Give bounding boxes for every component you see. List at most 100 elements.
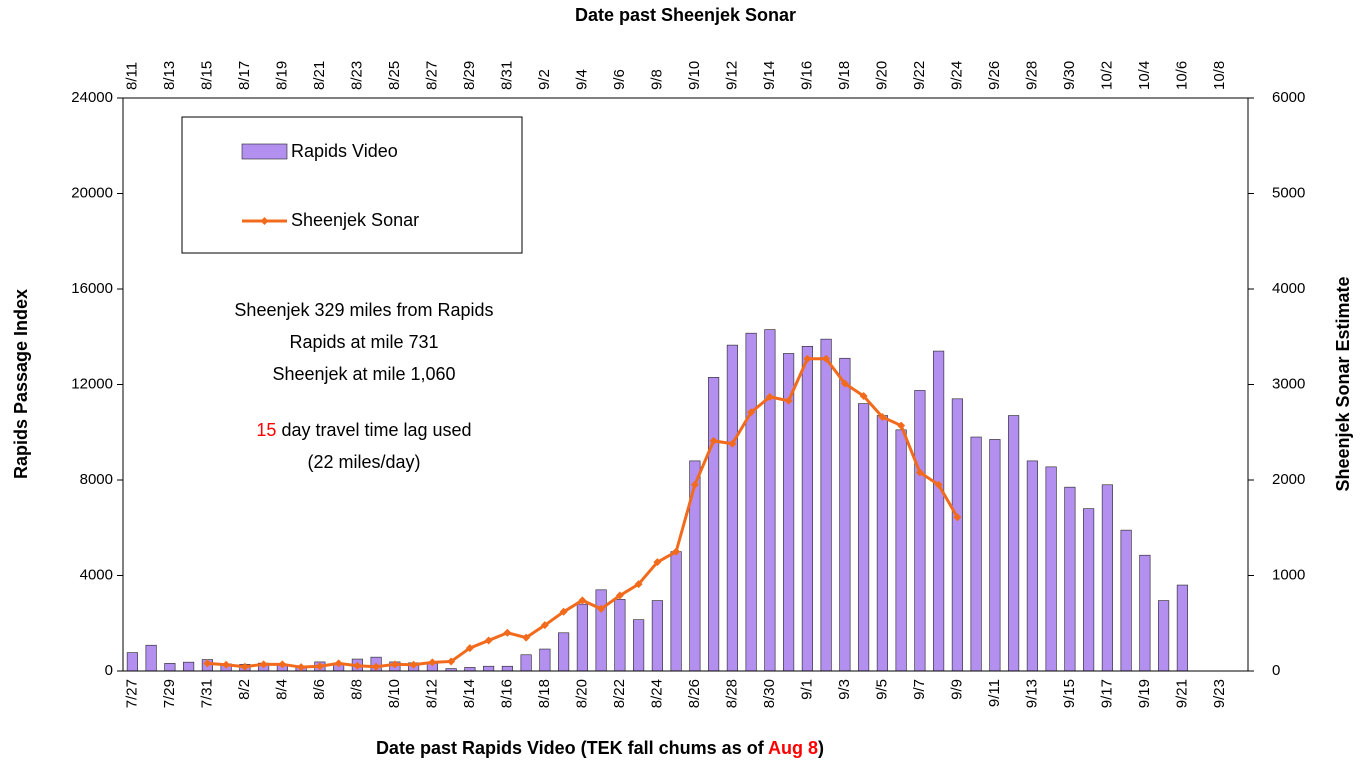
bar xyxy=(801,345,813,672)
bar xyxy=(595,589,607,672)
bar xyxy=(1176,584,1188,672)
x2-tick-label: 9/12 xyxy=(723,61,740,90)
x-axis-title-part: ) xyxy=(818,738,824,758)
line-point xyxy=(953,513,962,522)
legend-swatch xyxy=(241,143,288,160)
x-tick-label: 8/10 xyxy=(386,679,403,708)
bar xyxy=(483,665,495,672)
y-tick-label: 0 xyxy=(105,662,113,679)
line-point xyxy=(747,408,756,417)
bar xyxy=(464,667,476,672)
line-point xyxy=(259,660,268,669)
line-point xyxy=(784,396,793,405)
x2-tick-label: 8/21 xyxy=(311,61,328,90)
bar xyxy=(501,665,513,672)
x-tick-label: 9/7 xyxy=(911,679,928,700)
line-point xyxy=(390,660,399,669)
bar xyxy=(1120,529,1132,672)
x2-tick-label: 9/10 xyxy=(686,61,703,90)
x2-tick-label: 10/6 xyxy=(1173,61,1190,90)
line-point xyxy=(597,604,606,613)
y2-tick-label: 0 xyxy=(1272,662,1280,679)
x-tick-label: 9/13 xyxy=(1023,679,1040,708)
bar xyxy=(820,338,832,672)
legend-marker xyxy=(260,217,269,225)
bar xyxy=(951,398,963,672)
bar xyxy=(764,329,776,672)
y2-tick-label: 5000 xyxy=(1272,184,1305,201)
line-point xyxy=(803,354,812,363)
x-tick-label: 9/19 xyxy=(1136,679,1153,708)
x2-tick-label: 8/13 xyxy=(161,61,178,90)
x2-tick-label: 9/22 xyxy=(911,61,928,90)
line-point xyxy=(503,628,512,637)
annotation: Sheenjek at mile 1,060 xyxy=(272,364,455,384)
line-point xyxy=(447,657,456,666)
x2-tick-label: 9/24 xyxy=(948,61,965,90)
bar xyxy=(614,599,626,672)
annotation-part: Sheenjek 329 miles from Rapids xyxy=(234,300,493,320)
x2-tick-label: 9/6 xyxy=(611,69,628,90)
y-tick-label: 8000 xyxy=(80,471,113,488)
x2-tick-label: 8/29 xyxy=(461,61,478,90)
bar xyxy=(1139,554,1151,672)
bar xyxy=(1026,460,1038,672)
line-point xyxy=(840,379,849,388)
line-point xyxy=(409,660,418,669)
bar xyxy=(839,357,851,672)
x-tick-label: 8/16 xyxy=(498,679,515,708)
line-point xyxy=(634,580,643,589)
x-tick-label: 9/15 xyxy=(1061,679,1078,708)
line-point xyxy=(934,480,943,489)
legend-label: Rapids Video xyxy=(291,141,398,161)
line-point xyxy=(240,662,249,671)
annotation-part: 15 xyxy=(256,420,276,440)
line-point xyxy=(353,661,362,670)
bar xyxy=(145,644,157,672)
x2-tick-label: 9/26 xyxy=(986,61,1003,90)
x2-tick-label: 9/4 xyxy=(573,69,590,90)
y2-axis-title: Sheenjek Sonar Estimate xyxy=(1333,276,1353,491)
x-tick-label: 9/17 xyxy=(1098,679,1115,708)
line-point xyxy=(915,468,924,477)
x2-tick-label: 10/2 xyxy=(1098,61,1115,90)
x-tick-label: 8/4 xyxy=(273,679,290,700)
line-point xyxy=(540,621,549,630)
y2-tick-label: 1000 xyxy=(1272,566,1305,583)
bar xyxy=(651,600,663,672)
bar xyxy=(726,344,738,672)
bar xyxy=(183,661,195,672)
x-tick-label: 8/8 xyxy=(348,679,365,700)
x2-tick-label: 8/27 xyxy=(423,61,440,90)
x2-tick-label: 9/18 xyxy=(836,61,853,90)
y2-tick-label: 3000 xyxy=(1272,375,1305,392)
line-point xyxy=(334,659,343,668)
x-tick-label: 8/22 xyxy=(611,679,628,708)
y-tick-label: 4000 xyxy=(80,566,113,583)
y-tick-label: 12000 xyxy=(71,375,113,392)
x2-tick-label: 8/31 xyxy=(498,61,515,90)
x-tick-label: 8/28 xyxy=(723,679,740,708)
annotation: Sheenjek 329 miles from Rapids xyxy=(234,300,493,320)
x-axis-title: Date past Rapids Video (TEK fall chums a… xyxy=(376,738,824,758)
x-tick-label: 8/20 xyxy=(573,679,590,708)
x2-tick-label: 9/14 xyxy=(761,61,778,90)
x-axis-title-part: Date past Rapids Video (TEK fall chums a… xyxy=(376,738,768,758)
x2-axis-title: Date past Sheenjek Sonar xyxy=(575,5,796,25)
y2-tick-label: 2000 xyxy=(1272,471,1305,488)
x-tick-label: 9/21 xyxy=(1173,679,1190,708)
x-tick-label: 8/30 xyxy=(761,679,778,708)
x-tick-label: 9/5 xyxy=(873,679,890,700)
x2-tick-label: 10/4 xyxy=(1136,61,1153,90)
x2-tick-label: 9/2 xyxy=(536,69,553,90)
x-tick-label: 8/6 xyxy=(311,679,328,700)
x-tick-label: 9/1 xyxy=(798,679,815,700)
bar xyxy=(1158,600,1170,672)
line-point xyxy=(690,480,699,489)
x2-tick-label: 8/11 xyxy=(123,62,140,90)
bar xyxy=(895,429,907,672)
x2-tick-label: 10/8 xyxy=(1211,61,1228,90)
bar xyxy=(876,415,888,672)
line-point xyxy=(465,644,474,653)
line-point xyxy=(709,436,718,445)
